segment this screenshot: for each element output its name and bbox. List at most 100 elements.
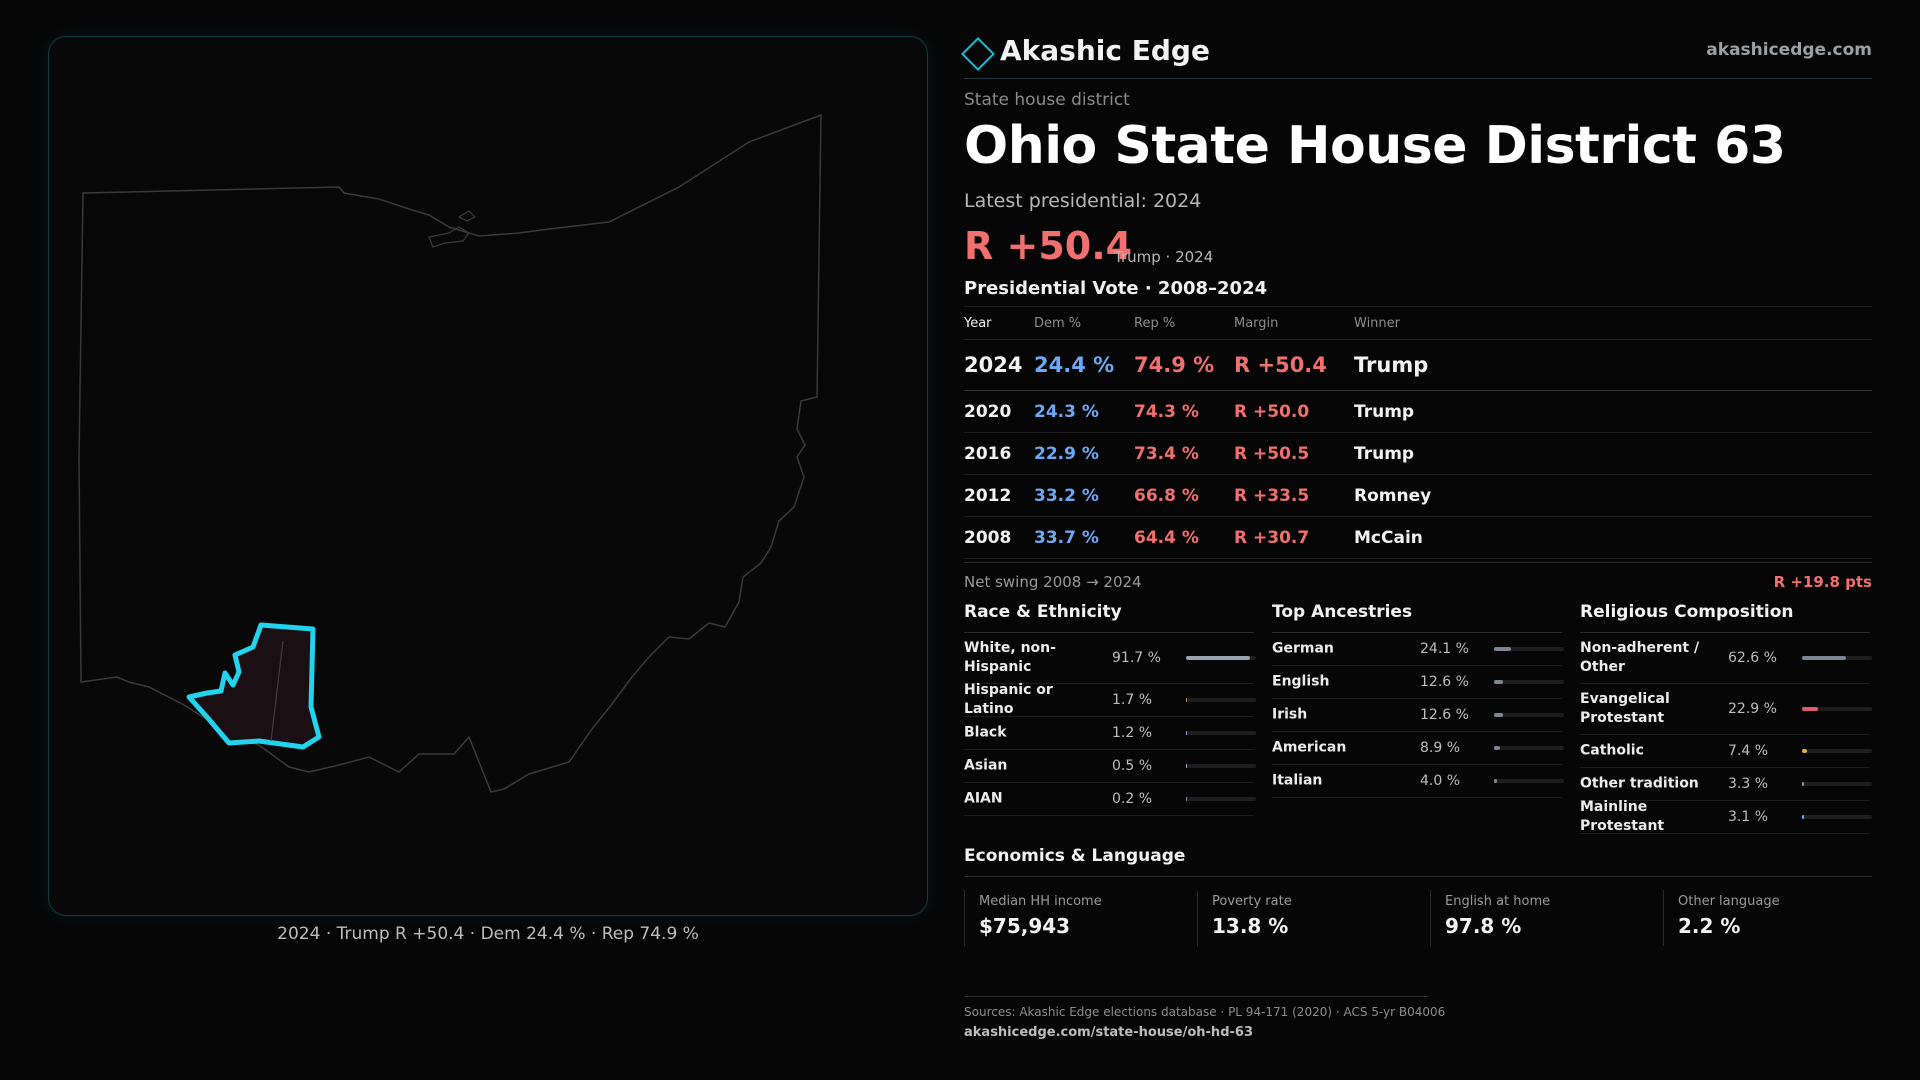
cell-margin: R +30.7 xyxy=(1234,527,1310,548)
item-bar-fill xyxy=(1494,647,1511,651)
list-item: Black 1.2 % xyxy=(964,717,1256,750)
item-bar-fill xyxy=(1494,779,1497,783)
col-rep-header: Rep % xyxy=(1134,315,1176,331)
econ-label: Other language xyxy=(1678,894,1780,909)
item-label: Non-adherent / Other xyxy=(1580,640,1700,675)
presidential-vote-title: Presidential Vote · 2008–2024 xyxy=(964,278,1268,299)
col-dem-header: Dem % xyxy=(1034,315,1082,331)
econ-value: 2.2 % xyxy=(1678,914,1741,938)
cell-year: 2024 xyxy=(964,353,1023,377)
diamond-logo-icon xyxy=(961,37,995,71)
item-label: Black xyxy=(964,724,1007,741)
col-year-header: Year xyxy=(964,315,992,331)
cell-year: 2012 xyxy=(964,485,1012,506)
table-row[interactable]: 2024 24.4 % 74.9 % R +50.4 Trump xyxy=(964,340,1872,391)
cell-dem: 33.2 % xyxy=(1034,485,1099,506)
item-bar-fill xyxy=(1802,782,1805,786)
cell-margin: R +50.5 xyxy=(1234,443,1310,464)
cell-winner: Trump xyxy=(1354,353,1429,377)
list-item: Other tradition 3.3 % xyxy=(1580,768,1872,801)
item-bar-track xyxy=(1802,656,1872,660)
brand-name[interactable]: Akashic Edge xyxy=(1000,34,1210,67)
list-item: Catholic 7.4 % xyxy=(1580,735,1872,768)
item-bar-fill xyxy=(1802,749,1808,753)
item-bar-track xyxy=(1186,764,1256,768)
ohio-map-svg xyxy=(78,113,822,793)
list-item: Irish 12.6 % xyxy=(1272,699,1564,732)
cell-dem: 24.4 % xyxy=(1034,353,1115,377)
presidential-vote-table: Year Dem % Rep % Margin Winner 2024 24.4 … xyxy=(964,306,1872,559)
table-header-row: Year Dem % Rep % Margin Winner xyxy=(964,307,1872,340)
item-bar-track xyxy=(1494,779,1564,783)
district-map[interactable] xyxy=(48,36,928,916)
item-bar-track xyxy=(1186,656,1256,660)
list-item: American 8.9 % xyxy=(1272,732,1564,765)
sources-text: Sources: Akashic Edge elections database… xyxy=(964,1005,1446,1019)
item-label: Catholic xyxy=(1580,742,1644,759)
religious-composition-section: Religious Composition Non-adherent / Oth… xyxy=(1580,602,1872,834)
item-value: 1.2 % xyxy=(1112,725,1153,741)
table-row[interactable]: 2012 33.2 % 66.8 % R +33.5 Romney xyxy=(964,475,1872,517)
item-value: 4.0 % xyxy=(1420,773,1461,789)
item-value: 7.4 % xyxy=(1728,743,1769,759)
item-bar-fill xyxy=(1186,764,1187,768)
cell-margin: R +50.0 xyxy=(1234,401,1310,422)
ohio-state-outline xyxy=(78,113,822,793)
item-bar-track xyxy=(1802,707,1872,711)
cell-margin: R +50.4 xyxy=(1234,353,1327,377)
top-ancestries-section: Top Ancestries German 24.1 % English 12.6 %… xyxy=(1272,602,1564,798)
list-item: Asian 0.5 % xyxy=(964,750,1256,783)
table-row[interactable]: 2020 24.3 % 74.3 % R +50.0 Trump xyxy=(964,391,1872,433)
cell-dem: 22.9 % xyxy=(1034,443,1099,464)
table-row[interactable]: 2008 33.7 % 64.4 % R +30.7 McCain xyxy=(964,517,1872,559)
item-value: 3.1 % xyxy=(1728,809,1769,825)
list-item: Non-adherent / Other 62.6 % xyxy=(1580,633,1872,684)
item-bar-track xyxy=(1802,749,1872,753)
page-title: Ohio State House District 63 xyxy=(964,116,1786,176)
item-label: AIAN xyxy=(964,790,1003,807)
top-ancestries-title: Top Ancestries xyxy=(1272,602,1562,633)
district-63-inner-line xyxy=(270,640,284,742)
item-bar-track xyxy=(1494,746,1564,750)
cell-year: 2008 xyxy=(964,527,1012,548)
cell-winner: Trump xyxy=(1354,443,1415,464)
item-bar-track xyxy=(1186,797,1256,801)
cell-dem: 24.3 % xyxy=(1034,401,1099,422)
lake-erie-islands xyxy=(428,210,477,248)
econ-value: $75,943 xyxy=(979,914,1071,938)
cell-margin: R +33.5 xyxy=(1234,485,1310,506)
latest-margin-subtitle: Trump · 2024 xyxy=(1114,248,1214,266)
list-item: English 12.6 % xyxy=(1272,666,1564,699)
district-63-shape[interactable] xyxy=(186,622,322,750)
cell-winner: McCain xyxy=(1354,527,1423,548)
item-bar-fill xyxy=(1186,698,1188,702)
list-item: AIAN 0.2 % xyxy=(964,783,1256,816)
col-winner-header: Winner xyxy=(1354,315,1401,331)
item-label: German xyxy=(1272,640,1334,657)
item-value: 0.5 % xyxy=(1112,758,1153,774)
item-bar-fill xyxy=(1802,656,1846,660)
item-bar-track xyxy=(1186,731,1256,735)
item-label: Irish xyxy=(1272,706,1308,723)
net-swing-row: Net swing 2008 → 2024 R +19.8 pts xyxy=(964,562,1872,591)
item-bar-fill xyxy=(1802,815,1805,819)
item-bar-track xyxy=(1494,647,1564,651)
econ-value: 13.8 % xyxy=(1212,914,1289,938)
econ-stat: English at home 97.8 % xyxy=(1430,890,1662,946)
cell-year: 2016 xyxy=(964,443,1012,464)
item-label: Hispanic or Latino xyxy=(964,682,1053,717)
list-item: White, non-Hispanic 91.7 % xyxy=(964,633,1256,684)
table-row[interactable]: 2016 22.9 % 73.4 % R +50.5 Trump xyxy=(964,433,1872,475)
cell-winner: Romney xyxy=(1354,485,1432,506)
brand-url-link[interactable]: akashicedge.com xyxy=(1706,40,1872,60)
item-value: 12.6 % xyxy=(1420,674,1469,690)
item-label: American xyxy=(1272,739,1347,756)
race-ethnicity-title: Race & Ethnicity xyxy=(964,602,1254,633)
sources-link[interactable]: akashicedge.com/state-house/oh-hd-63 xyxy=(964,1025,1253,1040)
cell-winner: Trump xyxy=(1354,401,1415,422)
cell-rep: 74.3 % xyxy=(1134,401,1199,422)
econ-divider xyxy=(964,890,965,946)
item-bar-fill xyxy=(1494,713,1503,717)
econ-stat: Median HH income $75,943 xyxy=(964,890,1196,946)
item-value: 24.1 % xyxy=(1420,641,1469,657)
